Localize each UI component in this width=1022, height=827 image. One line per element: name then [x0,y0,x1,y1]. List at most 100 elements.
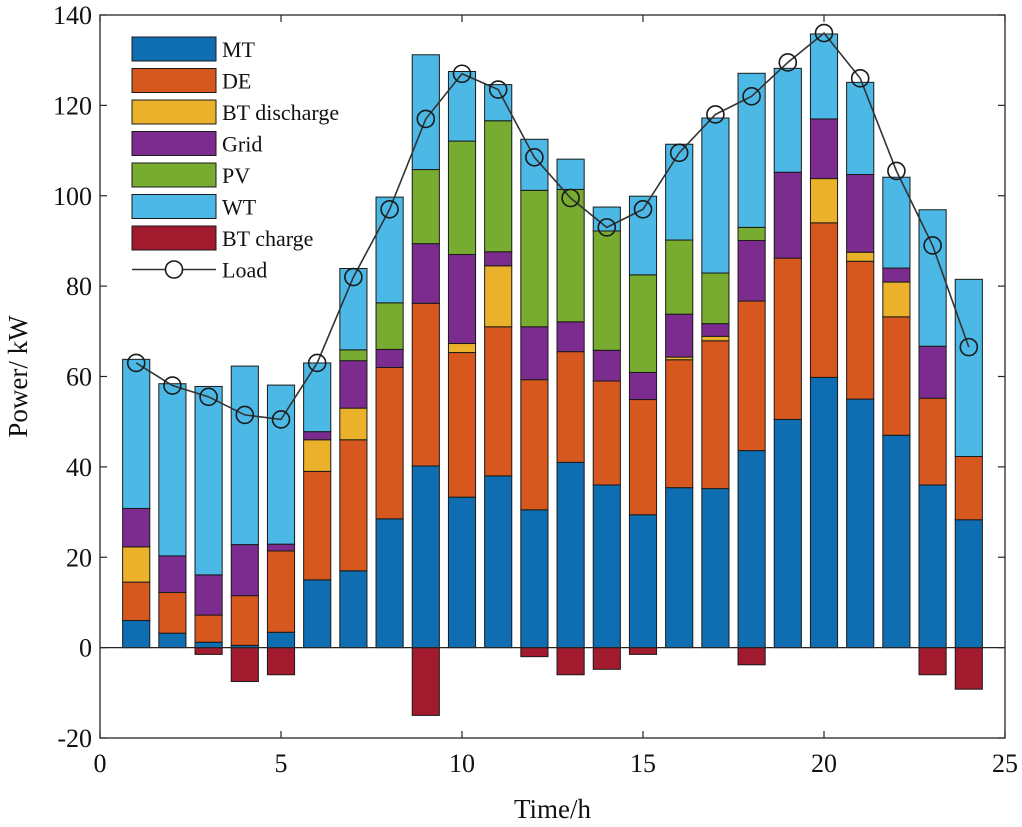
load-point [525,148,544,167]
legend-swatch-bt-charge [131,225,217,251]
bar-bt-discharge [339,407,368,441]
bar-mt [158,632,187,649]
y-tick-label: 120 [53,91,92,120]
load-line-path [135,31,970,421]
bar-pv [375,302,404,350]
bar-de [737,300,766,452]
bar-mt [339,570,368,649]
bar-mt [266,631,296,649]
load-point [669,143,689,163]
bar-grid [266,543,296,552]
bar-mt [411,465,440,649]
legend-label-bt-discharge: BT discharge [222,100,339,125]
bar-de [375,366,404,520]
bar-wt [701,117,730,274]
bar-bt-discharge [122,546,151,583]
bar-mt [303,579,332,649]
bar-bt-charge [918,647,947,676]
bar-pv [701,272,730,325]
bar-grid [158,555,187,593]
bar-wt [375,196,404,304]
legend: MT DE BT discharge Grid PV WT BT charge Load [131,36,339,283]
x-tick-label: 5 [275,749,288,778]
y-tick-label: -20 [57,724,92,753]
load-line [126,23,979,429]
bar-wt [520,138,549,191]
bar-de [447,352,477,498]
bar-bt-discharge [846,251,875,262]
bar-de [484,326,513,477]
x-tick-label: 15 [630,749,656,778]
bar-mt [375,518,404,649]
bar-mt [954,519,983,649]
bar-wt [230,365,259,546]
bar-wt [122,358,151,509]
load-point [344,267,363,287]
bar-grid [846,174,875,253]
load-point [561,188,580,208]
bar-wt [846,81,875,176]
x-tick-label: 20 [811,749,837,778]
bar-wt [882,176,911,269]
bar-de [882,316,911,436]
bar-grid [447,253,477,345]
bar-de [339,439,368,572]
bar-grid [882,267,911,283]
bar-de [122,581,151,622]
bar-wt [303,362,332,433]
bar-pv [556,188,585,323]
legend-label-pv: PV [222,163,250,188]
bar-de [158,591,187,634]
bar-wt [266,384,296,545]
bar-bt-charge [194,647,223,655]
bar-bt-charge [628,647,658,655]
load-point [271,410,291,429]
bar-bt-charge [266,647,296,676]
bar-de [411,302,440,467]
bar-pv [520,189,549,328]
legend-label-load: Load [222,258,267,283]
legend-swatch-de [131,68,217,93]
bar-wt [411,54,440,171]
bar-pv [628,274,658,373]
bar-de [592,380,621,486]
load-point [923,236,942,255]
bar-wt [918,209,947,347]
bar-bt-discharge [303,439,332,472]
bar-de [230,595,259,646]
bar-wt [737,72,766,228]
bar-grid [339,360,368,409]
bar-pv [447,140,477,255]
bar-mt [773,418,802,649]
legend-marker-load [164,260,184,279]
y-tick-label: 40 [66,453,92,482]
bar-de [665,359,694,489]
bar-de [773,257,802,420]
y-tick-label: 100 [53,182,92,211]
bar-pv [737,226,766,241]
bar-bt-discharge [809,178,839,224]
bar-mt [701,488,730,649]
load-point [163,376,182,395]
bar-de [918,397,947,486]
legend-label-de: DE [222,69,251,94]
bar-wt [339,268,368,351]
bar-wt [809,33,839,120]
bar-bt-discharge [447,343,477,354]
bar-grid [773,171,802,259]
bar-grid [737,239,766,302]
bar-grid [592,349,621,382]
bar-de [954,455,983,521]
bar-bt-charge [592,647,621,670]
bar-wt [665,143,694,241]
y-tick-label: 20 [66,543,92,572]
bar-wt [447,70,477,142]
y-tick-label: 0 [79,634,92,663]
bar-de [520,379,549,511]
y-tick-label: 60 [66,363,92,392]
bar-grid [918,345,947,399]
bar-de [266,550,296,633]
x-tick-label: 0 [94,749,107,778]
bar-de [809,222,839,378]
bar-de [556,351,585,463]
